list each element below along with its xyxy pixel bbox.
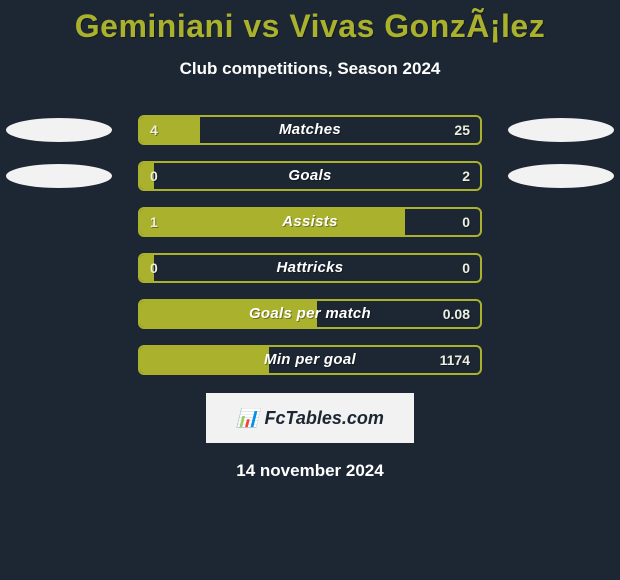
stat-row: Hattricks0 0 bbox=[0, 253, 620, 283]
fctables-logo: 📊 FcTables.com bbox=[206, 393, 414, 443]
stat-value-right: 0 bbox=[462, 253, 470, 283]
date-label: 14 november 2024 bbox=[0, 461, 620, 481]
player-right-oval bbox=[508, 164, 614, 188]
stat-value-left: 0 bbox=[150, 161, 158, 191]
stat-value-right: 1174 bbox=[440, 345, 470, 375]
player-right-oval bbox=[508, 118, 614, 142]
player-left-oval bbox=[6, 118, 112, 142]
subtitle: Club competitions, Season 2024 bbox=[0, 59, 620, 79]
bars-area: Matches425Goals02Assists10Hattricks00Goa… bbox=[0, 115, 620, 375]
stat-label: Matches bbox=[138, 115, 482, 145]
stat-label: Min per goal bbox=[138, 345, 482, 375]
stat-row: Goals0 2 bbox=[0, 161, 620, 191]
stat-row: Min per goal1174 bbox=[0, 345, 620, 375]
logo-text: FcTables.com bbox=[265, 408, 384, 429]
stat-value-right: 2 bbox=[462, 161, 470, 191]
stat-value-right: 25 bbox=[454, 115, 470, 145]
stat-row: Assists1 0 bbox=[0, 207, 620, 237]
stat-label: Hattricks bbox=[138, 253, 482, 283]
stat-row: Goals per match0.08 bbox=[0, 299, 620, 329]
stat-label: Goals bbox=[138, 161, 482, 191]
page-title: Geminiani vs Vivas GonzÃ¡lez bbox=[0, 8, 620, 45]
player-left-oval bbox=[6, 164, 112, 188]
stat-value-right: 0 bbox=[462, 207, 470, 237]
chart-icon: 📊 bbox=[236, 409, 258, 427]
stat-label: Goals per match bbox=[138, 299, 482, 329]
stat-value-left: 1 bbox=[150, 207, 158, 237]
comparison-infographic: Geminiani vs Vivas GonzÃ¡lez Club compet… bbox=[0, 0, 620, 580]
stat-value-left: 4 bbox=[150, 115, 158, 145]
stat-row: Matches4 25 bbox=[0, 115, 620, 145]
stat-value-left: 0 bbox=[150, 253, 158, 283]
stat-value-right: 0.08 bbox=[443, 299, 470, 329]
stat-label: Assists bbox=[138, 207, 482, 237]
